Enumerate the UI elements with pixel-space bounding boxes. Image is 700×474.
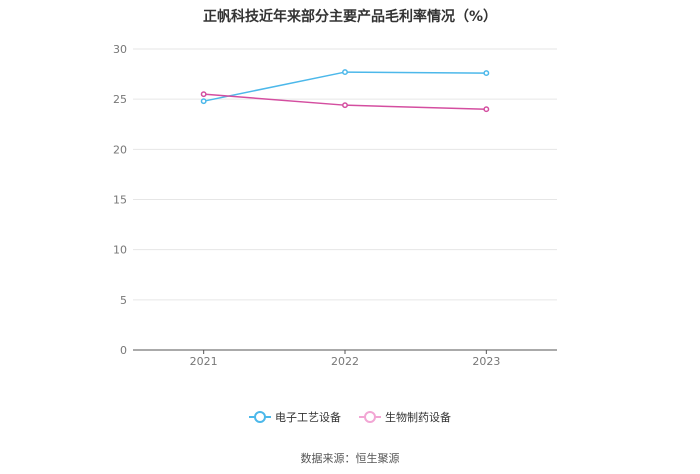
y-tick-label: 5 [120,294,127,307]
grid-lines [133,48,557,301]
data-point[interactable] [483,106,490,113]
data-source: 数据来源：恒生聚源 [300,452,400,465]
y-tick-label: 20 [113,143,127,156]
chart-title: 正帆科技近年来部分主要产品毛利率情况（%） [202,9,498,25]
data-point[interactable] [483,70,490,77]
x-tick-label: 2023 [472,355,500,368]
data-point[interactable] [200,98,207,105]
x-tick-label: 2021 [190,355,218,368]
legend-item-electronic[interactable]: 电子工艺设备 [249,409,341,425]
y-tick-label: 15 [113,194,127,207]
y-tick-label: 10 [113,244,127,257]
legend: 电子工艺设备 生物制药设备 [0,409,700,425]
x-tick-label: 2022 [331,355,359,368]
axes: 0 5 10 15 20 25 30 2021 2022 2023 [113,43,557,368]
y-tick-label: 30 [113,43,127,56]
legend-item-biopharma[interactable]: 生物制药设备 [359,409,451,425]
data-point[interactable] [342,69,348,76]
legend-label: 电子工艺设备 [275,411,341,424]
y-tick-label: 0 [120,344,127,357]
legend-marker-icon [249,411,271,423]
data-point[interactable] [342,102,348,109]
legend-marker-icon [359,411,381,423]
series-lines [200,69,490,113]
data-point[interactable] [200,91,207,98]
y-tick-label: 25 [113,93,127,106]
legend-label: 生物制药设备 [385,411,451,424]
